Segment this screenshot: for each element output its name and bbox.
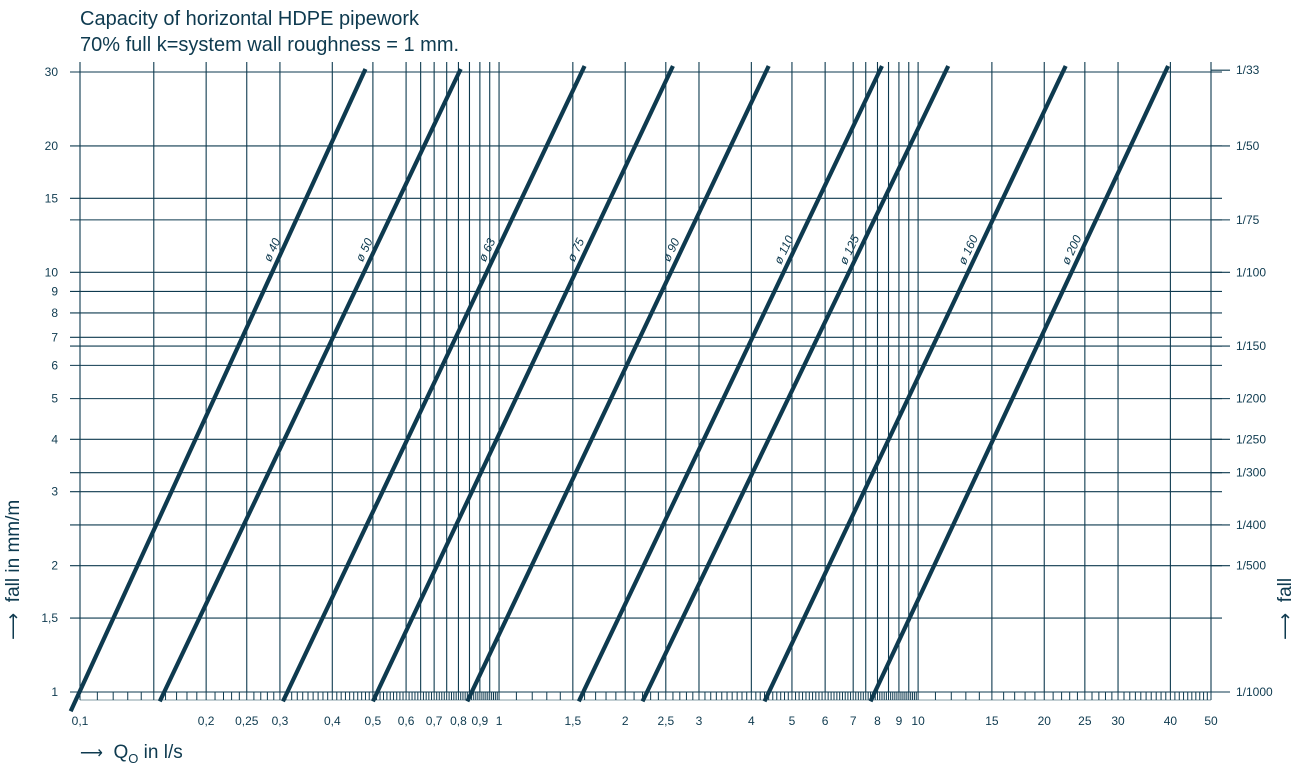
x-tick-label: 0,8 [450,714,467,728]
x-tick-label: 0,7 [426,714,443,728]
x-tick-label: 2 [622,714,629,728]
y-tick-label: 15 [45,191,59,205]
up-arrow-right: ⟶ [1275,612,1296,640]
series-line [576,65,884,703]
y-axis-label-left: ⟶ fall in mm/m [2,500,25,640]
y-tick-label: 10 [45,265,59,279]
x-tick-label: 0,1 [72,714,89,728]
right-tick-label: 1/50 [1236,139,1260,153]
right-tick-labels: 1/33 1/50 1/75 1/100 1/150 1/200 1/250 1/300 1/4… [1236,63,1273,699]
right-tick-label: 1/250 [1236,432,1266,446]
up-arrow-left: ⟶ [3,612,24,640]
x-tick-label: 15 [985,714,999,728]
series-line [68,68,368,713]
x-tick-label: 0,3 [272,714,289,728]
x-axis-label-unit: in l/s [138,742,183,763]
x-tick-label: 20 [1038,714,1052,728]
y-tick-label: 1 [51,685,58,699]
series-line [281,65,587,703]
x-tick-label: 10 [911,714,925,728]
x-tick-label: 8 [874,714,881,728]
x-tick-labels: 0,1 0,2 0,25 0,3 0,4 0,5 0,6 0,7 0,8 0,9 1 1,5 2 2,5 3… [72,714,1218,728]
x-tick-label: 0,9 [472,714,489,728]
x-tick-label: 4 [748,714,755,728]
y-tick-label: 3 [51,485,58,499]
x-tick-label: 6 [822,714,829,728]
x-axis-label-q: Q [113,742,129,763]
y-tick-label: 2 [51,559,58,573]
y-tick-labels: 1 1,5 2 3 4 5 6 7 8 9 10 15 20 30 [41,65,58,699]
y-tick-label: 8 [51,306,58,320]
right-tick-label: 1/75 [1236,213,1260,227]
right-tick-label: 1/400 [1236,518,1266,532]
x-tick-label: 7 [850,714,857,728]
series-line [762,65,1068,703]
x-tick-label: 0,5 [365,714,382,728]
x-tick-label: 40 [1164,714,1178,728]
series-labels: ø 40 ø 50 ø 63 ø 75 ø 90 ø 110 ø 125 ø 160 ø 200 [261,233,1085,267]
right-tick-label: 1/33 [1236,63,1260,77]
x-tick-label: 1 [496,714,503,728]
x-axis-label: ⟶ QO in l/s [80,742,183,766]
series-lines [68,65,1171,713]
x-tick-label: 30 [1111,714,1125,728]
right-tick-label: 1/300 [1236,466,1266,480]
series-line [465,65,771,703]
y-tick-label: 5 [51,392,58,406]
y-tick-label: 6 [51,358,58,372]
y-axis-label-right: ⟶ fall [1274,578,1297,640]
right-arrow: ⟶ [80,745,103,762]
x-tick-label: 3 [696,714,703,728]
x-tick-label: 5 [789,714,796,728]
series-line [640,65,951,703]
y-tick-label: 9 [51,284,58,298]
y-tick-label: 4 [51,432,58,446]
right-tick-label: 1/200 [1236,392,1266,406]
right-tick-label: 1/1000 [1236,685,1273,699]
x-tick-label: 0,4 [324,714,341,728]
y-gridlines [70,69,1230,693]
y-tick-label: 1,5 [41,611,58,625]
x-gridlines [79,62,1212,692]
y-axis-right-text: fall [1275,577,1296,603]
right-tick-label: 1/100 [1236,265,1266,279]
series-line [371,65,675,703]
chart-title-line-2: 70% full k=system wall roughness = 1 mm. [80,34,460,56]
x-tick-label: 1,5 [564,714,581,728]
x-tick-label: 2,5 [657,714,674,728]
x-tick-label: 0,6 [398,714,415,728]
x-tick-label: 9 [896,714,903,728]
x-tick-label: 0,25 [235,714,259,728]
y-tick-label: 30 [45,65,59,79]
right-tick-label: 1/150 [1236,339,1266,353]
x-axis-label-sub: O [128,750,139,766]
series-line [868,65,1171,703]
series-line [157,68,463,703]
x-tick-label: 25 [1078,714,1092,728]
y-axis-label-text: fall in mm/m [3,499,24,603]
chart-title-line-1: Capacity of horizontal HDPE pipework [80,8,420,30]
x-tick-label: 0,2 [198,714,215,728]
right-tick-label: 1/500 [1236,559,1266,573]
x-tick-label: 50 [1204,714,1218,728]
y-tick-label: 7 [51,330,58,344]
y-tick-label: 20 [45,139,59,153]
